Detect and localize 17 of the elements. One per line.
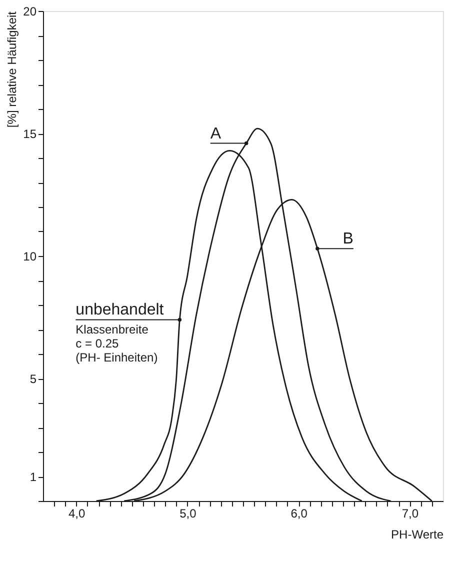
x-tick-label: 4,0: [68, 506, 86, 520]
x-tick-label: 6,0: [290, 506, 308, 520]
y-tick-label: 5: [30, 372, 37, 386]
annotation: B: [342, 230, 354, 248]
y-tick-label: 20: [23, 4, 37, 18]
annotation: A: [210, 125, 222, 142]
y-axis-title: [%] relative Häufigkeit: [5, 10, 20, 128]
y-tick-label: 1: [30, 470, 37, 484]
annotation: c = 0.25: [76, 336, 120, 351]
x-tick-label: 7,0: [402, 506, 419, 520]
y-tick-label: 15: [23, 127, 37, 141]
annotation: (PH- Einheiten): [76, 350, 158, 365]
annotation: unbehandelt: [76, 302, 164, 319]
annotation: Klassenbreite: [76, 322, 149, 337]
y-tick-label: 10: [23, 250, 37, 264]
x-tick-label: 5,0: [180, 506, 197, 520]
x-axis-title: PH-Werte: [391, 528, 444, 542]
